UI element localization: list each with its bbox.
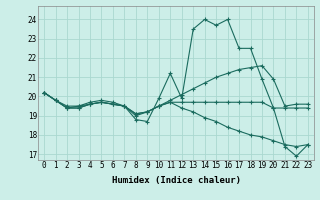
- X-axis label: Humidex (Indice chaleur): Humidex (Indice chaleur): [111, 176, 241, 185]
